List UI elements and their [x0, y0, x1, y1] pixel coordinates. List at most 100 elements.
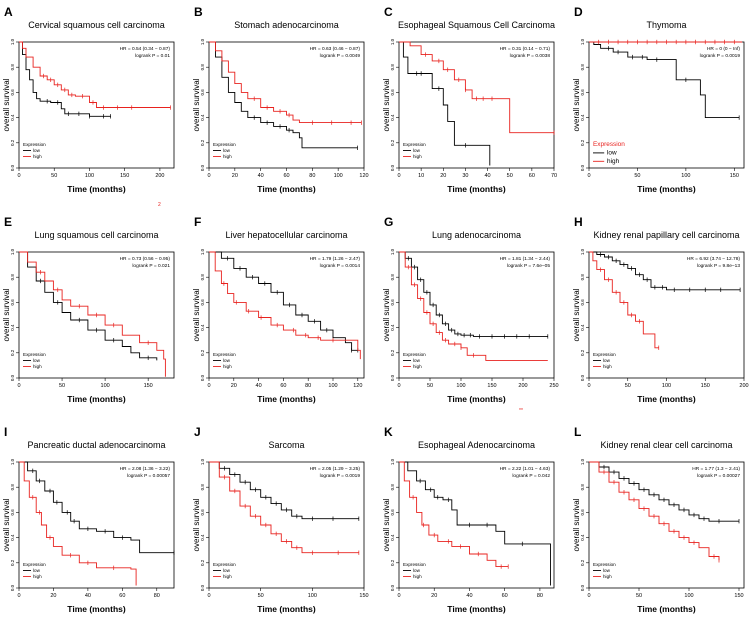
- y-tick-label: 0.0: [580, 584, 585, 591]
- survival-curve-high: [209, 251, 361, 360]
- x-axis-label: Time (months): [447, 184, 506, 194]
- survival-curve-low: [399, 461, 551, 586]
- y-tick-label: 1.0: [10, 248, 15, 255]
- panel-h: H Kidney renal papillary cell carcinoma 0.…: [572, 215, 749, 404]
- x-tick-label: 40: [485, 173, 491, 179]
- y-tick-label: 1.0: [390, 248, 395, 255]
- p-value-annotation: logrank P = 7.6e−05: [507, 263, 550, 269]
- x-tick-label: 50: [625, 383, 631, 389]
- y-tick-label: 0.2: [390, 349, 395, 356]
- y-tick-label: 0.8: [390, 484, 395, 491]
- panel-k: K Esophageal Adenocarcinoma 0.0 0.2 0.4 0.6 0.…: [382, 425, 555, 614]
- legend-label-low: low: [607, 149, 617, 156]
- y-tick-label: 0.6: [390, 89, 395, 96]
- y-tick-label: 0.8: [10, 274, 15, 281]
- x-tick-label: 20: [50, 593, 56, 599]
- legend-title: Expression: [23, 142, 46, 147]
- panel-title: Esophageal Adenocarcinoma: [418, 440, 535, 450]
- x-tick-label: 150: [144, 383, 153, 389]
- p-value-annotation: logrank P = 0.01: [135, 53, 170, 59]
- plot-frame: [588, 251, 745, 379]
- survival-curve-high: [589, 461, 720, 561]
- hr-annotation: HR = 0.31 (0.14 − 0.71): [500, 46, 551, 52]
- y-tick-label: 1.0: [580, 38, 585, 45]
- y-tick-label: 0.6: [200, 299, 205, 306]
- y-tick-label: 0.0: [10, 164, 15, 171]
- survival-curve-low: [399, 251, 548, 337]
- legend-title: Expression: [593, 562, 616, 567]
- survival-curve-high: [19, 41, 171, 108]
- x-tick-label: 100: [662, 383, 671, 389]
- x-axis-label: Time (months): [637, 604, 696, 614]
- survival-curve-high: [19, 461, 137, 586]
- x-axis-label: Time (months): [447, 604, 506, 614]
- panel-letter: F: [194, 215, 201, 229]
- survival-curve-low: [589, 251, 741, 291]
- x-tick-label: 200: [155, 173, 164, 179]
- x-tick-label: 100: [681, 173, 690, 179]
- panel-title: Kidney renal clear cell carcinoma: [600, 440, 732, 450]
- p-value-annotation: logrank P = 0.0049: [320, 53, 361, 59]
- hr-annotation: HR = 0 (0 − Inf): [707, 46, 740, 52]
- x-tick-label: 30: [462, 173, 468, 179]
- legend-label-high: high: [33, 574, 42, 579]
- survival-curve-low: [19, 251, 158, 361]
- panel-letter: L: [574, 425, 581, 439]
- survival-curve-high: [209, 41, 362, 124]
- x-tick-label: 0: [587, 593, 590, 599]
- y-tick-label: 0.4: [200, 114, 205, 121]
- p-value-annotation: logrank P = 0.021: [132, 263, 170, 269]
- x-axis-label: Time (months): [67, 394, 126, 404]
- hr-annotation: HR = 6.92 (3.74 − 12.78): [687, 256, 740, 262]
- p-value-annotation: logrank P = 0.042: [512, 473, 550, 479]
- legend-label-high: high: [223, 364, 232, 369]
- y-tick-label: 0.8: [200, 484, 205, 491]
- y-tick-label: 0.2: [200, 559, 205, 566]
- x-tick-label: 50: [507, 173, 513, 179]
- panel-letter: K: [384, 425, 393, 439]
- y-tick-label: 0.8: [10, 484, 15, 491]
- x-tick-label: 0: [397, 383, 400, 389]
- x-tick-label: 10: [418, 173, 424, 179]
- y-tick-label: 0.0: [390, 374, 395, 381]
- y-tick-label: 0.6: [10, 509, 15, 516]
- panel-i: I Pancreatic ductal adenocarcinoma 0.0 0.2 0…: [2, 425, 175, 614]
- y-tick-label: 0.4: [10, 324, 15, 331]
- x-axis-label: Time (months): [257, 604, 316, 614]
- x-axis-label: Time (months): [257, 184, 316, 194]
- y-tick-label: 0.2: [580, 559, 585, 566]
- stray-mark: 2: [158, 202, 161, 208]
- plot-frame: [208, 41, 365, 169]
- y-tick-label: 0.2: [10, 559, 15, 566]
- y-axis-label: overall survival: [572, 78, 581, 131]
- legend-title: Expression: [403, 142, 426, 147]
- panel-title: Cervical squamous cell carcinoma: [28, 20, 165, 30]
- x-tick-label: 80: [309, 173, 315, 179]
- x-tick-label: 0: [397, 593, 400, 599]
- plot-frame: [208, 461, 365, 589]
- x-tick-label: 100: [328, 383, 337, 389]
- x-tick-label: 100: [334, 173, 343, 179]
- x-tick-label: 20: [440, 173, 446, 179]
- panel-title: Lung squamous cell carcinoma: [34, 230, 158, 240]
- hr-annotation: HR = 0.63 (0.46 − 0.87): [310, 46, 361, 52]
- x-tick-label: 50: [59, 383, 65, 389]
- legend-label-high: high: [603, 574, 612, 579]
- y-tick-label: 0.6: [10, 89, 15, 96]
- x-tick-label: 60: [280, 383, 286, 389]
- x-tick-label: 100: [308, 593, 317, 599]
- hr-annotation: HR = 2.05 (1.29 − 3.25): [310, 466, 361, 472]
- legend-label-low: low: [223, 148, 231, 153]
- panel-j: J Sarcoma 0.0 0.2 0.4 0.6 0.8 1.0 0 50 100 150 Time …: [192, 425, 369, 614]
- x-tick-label: 40: [466, 593, 472, 599]
- panel-c: C Esophageal Squamous Cell Carcinoma 0.0 0.…: [382, 5, 557, 194]
- legend-label-high: high: [223, 574, 232, 579]
- legend-label-low: low: [413, 148, 421, 153]
- x-tick-label: 50: [258, 593, 264, 599]
- legend-label-high: high: [33, 364, 42, 369]
- plot-frame: [398, 251, 555, 379]
- y-tick-label: 0.0: [10, 374, 15, 381]
- x-tick-label: 100: [101, 383, 110, 389]
- y-tick-label: 1.0: [580, 458, 585, 465]
